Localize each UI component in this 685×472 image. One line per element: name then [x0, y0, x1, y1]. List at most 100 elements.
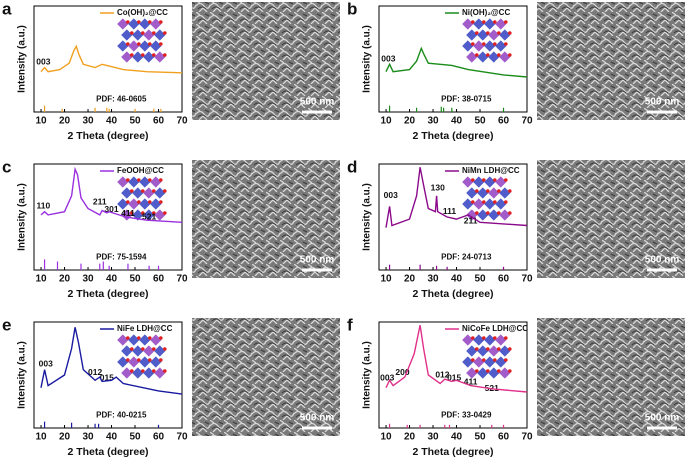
- sem-image: [192, 318, 340, 436]
- y-axis-label: Intensity (a.u.): [17, 341, 28, 409]
- x-tick-label: 60: [498, 432, 510, 443]
- x-tick-label: 10: [35, 116, 47, 127]
- legend-label: NiMn LDH@CC: [462, 166, 520, 175]
- oxygen-atom: [152, 31, 156, 35]
- x-tick-label: 40: [451, 116, 463, 127]
- octahedron: [495, 40, 507, 52]
- oxygen-atom: [137, 42, 141, 46]
- octahedron: [132, 51, 144, 63]
- octahedron: [143, 367, 155, 379]
- octahedron: [484, 40, 496, 52]
- x-tick-label: 40: [106, 274, 118, 285]
- octahedron: [495, 18, 507, 30]
- oxygen-atom: [471, 358, 475, 362]
- octahedron: [499, 345, 511, 357]
- xrd-curve: [385, 325, 528, 393]
- oxygen-atom: [471, 42, 475, 46]
- xrd-curve: [40, 327, 183, 395]
- oxygen-atom: [163, 211, 167, 215]
- x-tick-label: 60: [153, 274, 165, 285]
- oxygen-atom: [497, 189, 501, 193]
- oxygen-atom: [508, 211, 512, 215]
- octahedron: [139, 356, 151, 368]
- xrd-curve: [40, 44, 183, 74]
- x-tick-label: 50: [129, 274, 141, 285]
- oxygen-atom: [130, 31, 134, 35]
- oxygen-atom: [152, 369, 156, 373]
- crystal-inset: [462, 334, 512, 379]
- octahedron: [143, 345, 155, 357]
- reference-label: PDF: 46-0605: [96, 94, 147, 103]
- oxygen-atom: [137, 200, 141, 204]
- oxygen-atom: [486, 189, 490, 193]
- oxygen-atom: [504, 20, 508, 24]
- oxygen-atom: [141, 211, 145, 215]
- panel-label: e: [2, 315, 11, 334]
- legend-label: Co(OH)₂@CC: [117, 8, 168, 17]
- y-axis-label: Intensity (a.u.): [362, 183, 373, 251]
- panel-label: b: [347, 0, 357, 18]
- plot-frame: [378, 5, 528, 113]
- oxygen-atom: [486, 31, 490, 35]
- crystal-inset: [462, 176, 512, 221]
- octahedron: [495, 198, 507, 210]
- octahedron: [499, 367, 511, 379]
- peak-annotation: 411: [464, 377, 478, 387]
- peak-annotation: 301: [104, 204, 118, 214]
- oxygen-atom: [148, 20, 152, 24]
- octahedron: [488, 29, 500, 41]
- crystal-inset: [462, 18, 512, 63]
- oxygen-atom: [159, 358, 163, 362]
- octahedron: [466, 29, 478, 41]
- scale-bar-label: 500 nm: [645, 97, 680, 108]
- octahedron: [117, 356, 129, 368]
- octahedron: [488, 345, 500, 357]
- x-tick-label: 10: [35, 274, 47, 285]
- oxygen-atom: [159, 20, 163, 24]
- oxygen-atom: [471, 178, 475, 182]
- oxygen-atom: [126, 20, 130, 24]
- crystal-inset: [117, 334, 167, 379]
- oxygen-atom: [475, 211, 479, 215]
- oxygen-atom: [493, 200, 497, 204]
- x-axis-label: 2 Theta (degree): [412, 446, 493, 458]
- octahedron: [462, 198, 474, 210]
- octahedron: [139, 198, 151, 210]
- octahedron: [117, 334, 129, 346]
- oxygen-atom: [141, 369, 145, 373]
- panel-label: c: [2, 157, 11, 176]
- peak-annotation: 012: [435, 369, 449, 379]
- x-tick-label: 30: [427, 116, 439, 127]
- oxygen-atom: [486, 369, 490, 373]
- octahedron: [121, 51, 133, 63]
- x-tick-label: 40: [451, 274, 463, 285]
- oxygen-atom: [482, 42, 486, 46]
- octahedron: [143, 187, 155, 199]
- octahedron: [473, 176, 485, 188]
- xrd-curve: [385, 167, 528, 228]
- oxygen-atom: [148, 200, 152, 204]
- octahedron: [466, 209, 478, 221]
- x-tick-label: 30: [82, 116, 94, 127]
- y-axis-label: Intensity (a.u.): [362, 25, 373, 93]
- x-axis-label: 2 Theta (degree): [67, 446, 148, 458]
- reference-label: PDF: 33-0429: [441, 410, 492, 419]
- octahedron: [488, 51, 500, 63]
- octahedron: [499, 51, 511, 63]
- legend-label: Ni(OH)₂@CC: [462, 8, 510, 17]
- oxygen-atom: [163, 53, 167, 57]
- legend-label: NiFe LDH@CC: [117, 324, 173, 333]
- octahedron: [128, 40, 140, 52]
- peak-annotation: 003: [36, 56, 50, 66]
- oxygen-atom: [504, 42, 508, 46]
- x-tick-label: 30: [427, 432, 439, 443]
- octahedron: [477, 187, 489, 199]
- octahedron: [154, 187, 166, 199]
- oxygen-atom: [126, 200, 130, 204]
- octahedron: [477, 367, 489, 379]
- octahedron: [150, 18, 162, 30]
- octahedron: [473, 40, 485, 52]
- octahedron: [495, 176, 507, 188]
- oxygen-atom: [482, 200, 486, 204]
- y-axis-label: Intensity (a.u.): [362, 341, 373, 409]
